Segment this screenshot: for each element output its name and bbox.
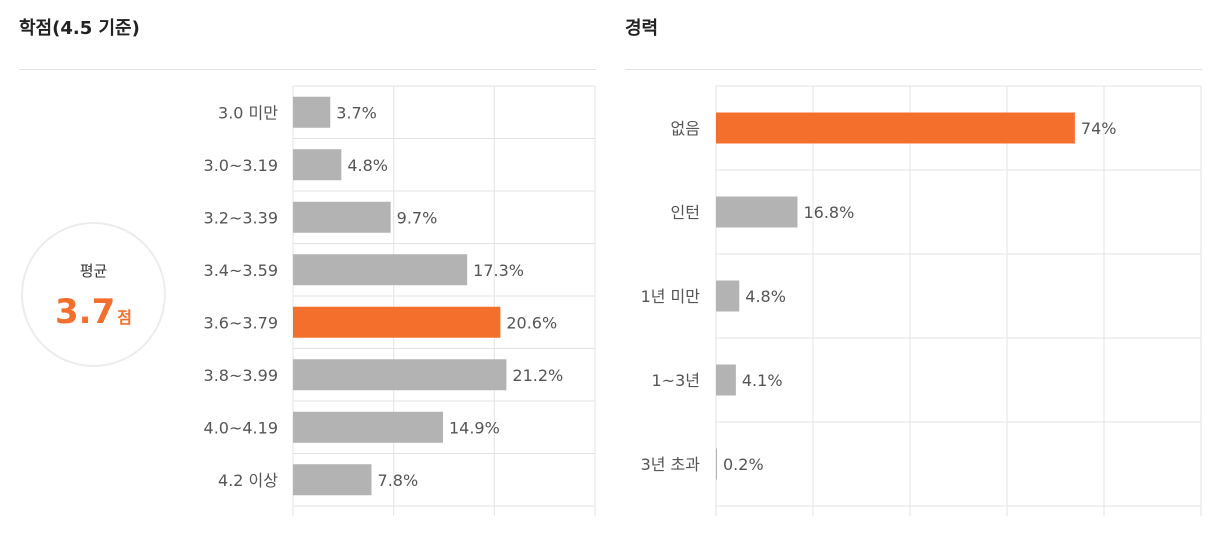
gpa-chart-title: 학점(4.5 기준): [19, 18, 140, 39]
career-bar: [716, 448, 717, 480]
career-value-label: 4.8%: [745, 287, 786, 306]
gpa-value-label: 14.9%: [449, 418, 500, 437]
average-gpa-badge: 평균 3.7 점: [21, 222, 166, 367]
gpa-category-label: 3.0 미만: [218, 103, 278, 122]
gpa-divider: [19, 69, 596, 70]
gpa-category-label: 4.0~4.19: [204, 418, 278, 437]
career-divider: [625, 69, 1202, 70]
career-value-label: 4.1%: [742, 371, 783, 390]
gpa-value-label: 9.7%: [397, 208, 438, 227]
career-value-label: 0.2%: [723, 455, 764, 474]
gpa-bar: [293, 201, 391, 233]
gpa-category-label: 3.2~3.39: [204, 208, 278, 227]
career-bar: [716, 196, 798, 228]
gpa-bar: [293, 464, 372, 496]
gpa-value-label: 4.8%: [347, 156, 388, 175]
career-category-label: 인턴: [671, 203, 700, 222]
gpa-category-label: 4.2 이상: [218, 471, 278, 490]
career-bar: [716, 280, 740, 312]
career-category-label: 3년 초과: [641, 455, 701, 474]
gpa-bar: [293, 254, 468, 286]
career-category-label: 없음: [671, 119, 700, 138]
career-category-label: 1년 미만: [641, 287, 701, 306]
gpa-bar: [293, 411, 443, 443]
career-category-label: 1~3년: [652, 371, 701, 390]
average-label: 평균: [79, 262, 108, 280]
gpa-bar: [293, 149, 342, 181]
gpa-value-label: 3.7%: [336, 103, 377, 122]
career-bar: [716, 364, 736, 396]
average-value: 3.7: [55, 292, 116, 332]
gpa-bar: [293, 306, 501, 338]
career-bar: [716, 112, 1075, 144]
average-value-group: 3.7 점: [23, 292, 164, 332]
career-value-label: 74%: [1081, 119, 1117, 138]
gpa-value-label: 7.8%: [378, 471, 419, 490]
gpa-value-label: 21.2%: [512, 366, 563, 385]
gpa-category-label: 3.0~3.19: [204, 156, 278, 175]
career-chart-title: 경력: [625, 18, 659, 39]
career-value-label: 16.8%: [803, 203, 854, 222]
gpa-value-label: 17.3%: [473, 261, 524, 280]
gpa-category-label: 3.4~3.59: [204, 261, 278, 280]
gpa-category-label: 3.6~3.79: [204, 313, 278, 332]
gpa-value-label: 20.6%: [506, 313, 557, 332]
gpa-category-label: 3.8~3.99: [204, 366, 278, 385]
gpa-bar: [293, 359, 507, 391]
average-unit: 점: [117, 308, 132, 327]
gpa-bar: [293, 96, 331, 128]
